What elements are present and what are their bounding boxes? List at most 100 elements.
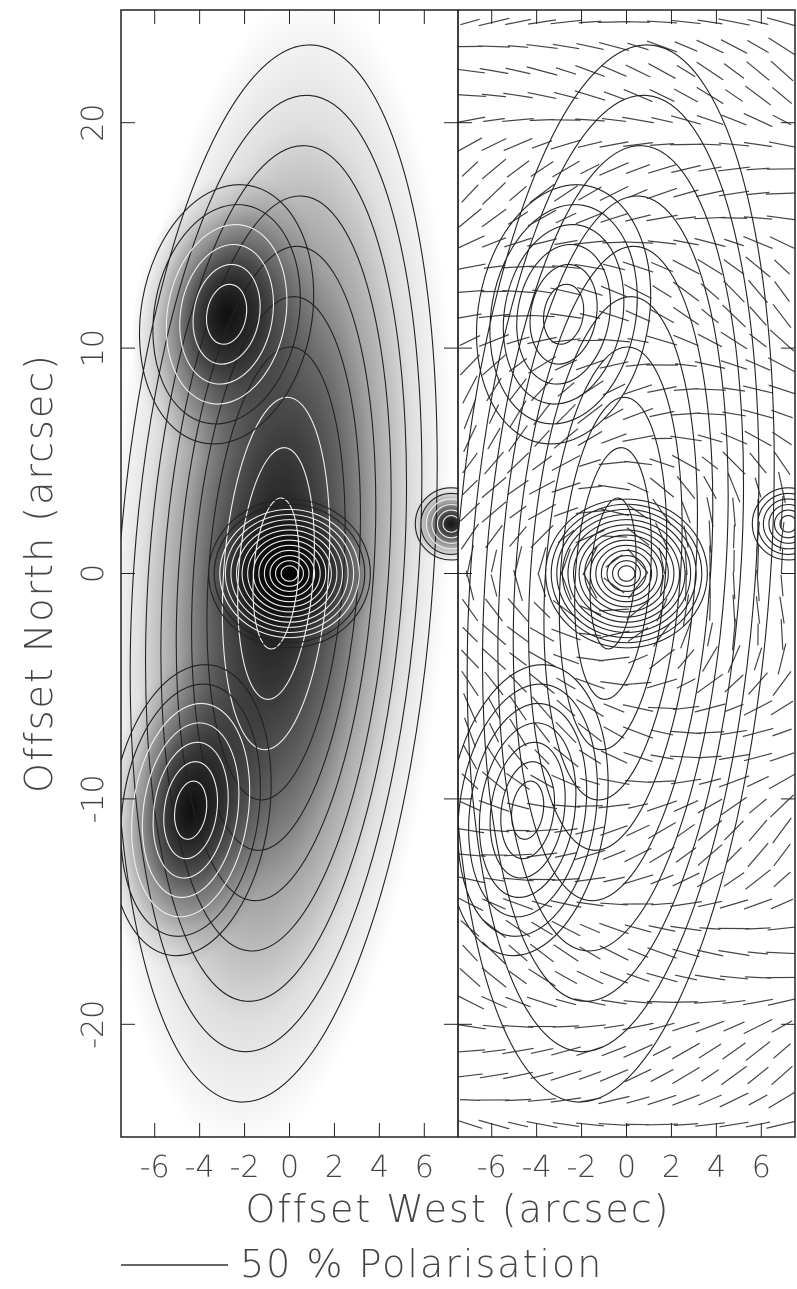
polarisation-vector [556,999,576,1004]
polarisation-vector [774,872,790,887]
polarisation-vector [699,779,721,785]
polarisation-vector [743,728,774,736]
polarisation-vector [697,87,724,103]
polarisation-vector [483,118,505,121]
polarisation-vector [748,20,769,25]
polarisation-vector [720,1093,749,1107]
polarisation-vector [671,166,700,173]
polarisation-vector [484,878,504,881]
polarisation-vector [551,1071,582,1081]
polarisation-vector [555,853,577,858]
polarisation-vector [554,508,578,517]
polarisation-vector [677,679,696,688]
polarisation-vector [604,704,625,712]
contour [596,545,657,601]
polarisation-vector [743,999,773,1004]
polarisation-vector [526,829,558,831]
polarisation-vector [599,163,628,176]
polarisation-vector [749,820,767,841]
polarisation-vector [482,1050,505,1053]
polarisation-vector [504,138,533,150]
x-tick-label: -2 [230,1150,260,1185]
polarisation-vector [600,972,628,983]
polarisation-vector [697,674,723,693]
polarisation-vector [725,90,742,102]
polarisation-vector [672,1067,699,1083]
polarisation-vector [672,1022,699,1031]
polarisation-vector [624,1045,653,1058]
polarisation-vector [747,62,770,81]
polarisation-vector [506,68,531,73]
polarisation-vector [628,627,648,641]
polarisation-vector [482,502,506,522]
polarisation-vector [747,192,770,194]
polarisation-vector [671,116,701,124]
polarisation-vector [601,1000,626,1004]
polarisation-vector [648,822,675,838]
polarisation-vector [482,648,506,669]
polarisation-vector [485,599,502,621]
polarisation-vector [505,997,530,1007]
polarisation-vector [720,976,748,979]
polarisation-vector [503,93,532,98]
polarisation-vector [505,19,531,24]
polarisation-vector [770,795,793,817]
polarisation-vector [749,799,766,813]
polarisation-vector [628,804,648,809]
polarisation-vector [781,575,783,596]
x-tick-label: 4 [370,1150,389,1185]
polarisation-vector [502,1048,534,1053]
polarisation-vector [721,797,746,815]
polarisation-vector [647,21,677,23]
polarisation-vector [746,1122,770,1127]
polarisation-vector [623,242,653,243]
polarisation-vector [647,801,677,811]
polarisation-vector [746,257,770,277]
polarisation-vector [771,701,793,715]
polarisation-vector [774,451,790,474]
polarisation-vector [724,873,744,887]
polarisation-vector [508,46,528,48]
polarisation-vector [673,240,698,245]
polarisation-vector [647,1001,677,1002]
polarisation-vector [622,117,653,122]
polarisation-vector [491,574,497,596]
polarisation-vector [576,44,603,50]
polarisation-vector [456,236,485,249]
polarisation-vector [628,655,648,663]
polarisation-vector [458,314,481,318]
polarisation-vector [651,755,674,759]
contour [618,566,635,581]
polarisation-vector [538,547,546,575]
x-tick-label: -2 [567,1150,597,1185]
polarisation-vector [694,389,726,390]
polarisation-vector [579,21,602,22]
polarisation-vector [768,358,796,372]
polarisation-vector [552,879,580,881]
polarisation-vector [749,673,768,695]
polarisation-vector [772,1066,793,1084]
polarisation-vector [604,727,625,739]
polarisation-vector [577,971,603,984]
polarisation-vector [534,602,550,618]
polarisation-vector [626,165,650,174]
polarisation-vector [530,120,554,121]
polarisation-vector [482,624,506,645]
polarisation-vector [773,115,791,124]
polarisation-vector [750,453,766,473]
polarisation-vector [530,674,555,694]
polarisation-vector [577,902,604,906]
polarisation-vector [623,436,654,442]
polarisation-vector [479,18,510,25]
polarisation-vector [509,675,526,693]
x-axis-label: Offset West (arcsec) [245,1187,670,1231]
polarisation-vector [578,142,602,148]
polarisation-vector [526,45,557,49]
polarisation-vector [482,182,505,204]
polarisation-vector [578,486,601,489]
x-tick-label: 6 [415,1150,434,1185]
polarisation-vector [770,753,794,761]
polarisation-vector [772,729,791,736]
contour [574,525,680,622]
